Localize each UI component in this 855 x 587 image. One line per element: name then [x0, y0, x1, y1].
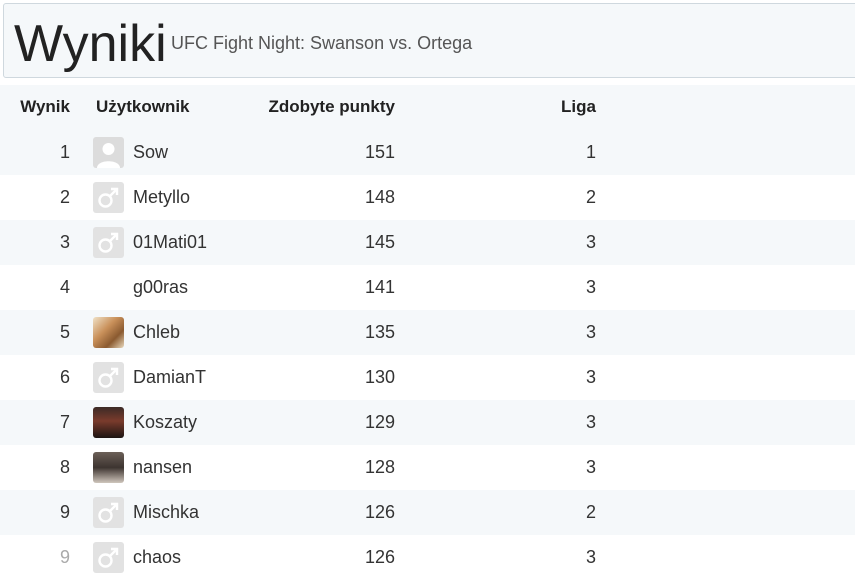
username-link[interactable]: Sow	[133, 142, 169, 162]
username-link[interactable]: Metyllo	[133, 187, 191, 207]
table-row[interactable]: 2 Metyllo 148 2	[0, 175, 855, 220]
table-row[interactable]: 9 Mischka 126 2	[0, 490, 855, 535]
column-header-rank[interactable]: Wynik	[20, 97, 70, 116]
username-link[interactable]: Chleb	[133, 322, 181, 342]
league-cell: 3	[585, 322, 596, 342]
table-row[interactable]: 7 Koszaty 129 3	[0, 400, 855, 445]
male-symbol-icon[interactable]	[93, 227, 124, 258]
avatar[interactable]	[93, 317, 124, 348]
event-subtitle: UFC Fight Night: Swanson vs. Ortega	[171, 33, 473, 53]
league-cell: 2	[585, 502, 596, 522]
rank-cell: 6	[59, 367, 70, 387]
results-table-header: Wynik Użytkownik Zdobyte punkty Liga	[0, 85, 855, 130]
username-link[interactable]: chaos	[133, 547, 182, 567]
rank-cell: 2	[59, 187, 70, 207]
points-cell: 145	[364, 232, 395, 252]
username-link[interactable]: 01Mati01	[133, 232, 208, 252]
column-header-points[interactable]: Zdobyte punkty	[268, 97, 395, 116]
username-link[interactable]: Mischka	[133, 502, 200, 522]
league-cell: 3	[585, 232, 596, 252]
page-header: Wyniki UFC Fight Night: Swanson vs. Orte…	[3, 3, 855, 78]
league-cell: 3	[585, 412, 596, 432]
table-row[interactable]: 3 01Mati01 145 3	[0, 220, 855, 265]
league-cell: 3	[585, 367, 596, 387]
points-cell: 126	[364, 547, 395, 567]
avatar[interactable]	[93, 407, 124, 438]
points-cell: 129	[364, 412, 395, 432]
username-link[interactable]: g00ras	[133, 277, 189, 297]
table-row[interactable]: 9 chaos 126 3	[0, 535, 855, 580]
points-cell: 135	[364, 322, 395, 342]
points-cell: 128	[364, 457, 395, 477]
league-cell: 3	[585, 547, 596, 567]
male-symbol-icon[interactable]	[93, 182, 124, 213]
table-row[interactable]: 8 nansen 128 3	[0, 445, 855, 490]
rank-cell: 3	[59, 232, 70, 252]
username-link[interactable]: nansen	[133, 457, 193, 477]
table-row[interactable]: 1 Sow 151 1	[0, 130, 855, 175]
rank-cell: 5	[59, 322, 70, 342]
default-user-icon[interactable]	[93, 137, 124, 168]
points-cell: 148	[364, 187, 395, 207]
table-row[interactable]: 5 Chleb 135 3	[0, 310, 855, 355]
rank-cell: 9	[59, 502, 70, 522]
points-cell: 126	[364, 502, 395, 522]
rank-cell: 7	[59, 412, 70, 432]
points-cell: 151	[364, 142, 395, 162]
league-cell: 1	[585, 142, 596, 162]
league-cell: 3	[585, 277, 596, 297]
male-symbol-icon[interactable]	[93, 362, 124, 393]
username-link[interactable]: DamianT	[133, 367, 207, 387]
rank-cell: 4	[59, 277, 70, 297]
avatar	[93, 272, 124, 303]
rank-cell: 9	[59, 547, 70, 567]
results-table-body: 1 Sow 151 1 2 Metyllo 148 2 3 01Mati01 145 3 4 g00ras…	[0, 130, 855, 580]
column-header-league[interactable]: Liga	[561, 97, 596, 116]
avatar[interactable]	[93, 452, 124, 483]
points-cell: 141	[364, 277, 395, 297]
table-row[interactable]: 4 g00ras 141 3	[0, 265, 855, 310]
table-row[interactable]: 6 DamianT 130 3	[0, 355, 855, 400]
male-symbol-icon[interactable]	[93, 542, 124, 573]
league-cell: 3	[585, 457, 596, 477]
league-cell: 2	[585, 187, 596, 207]
username-link[interactable]: Koszaty	[133, 412, 198, 432]
rank-cell: 1	[59, 142, 70, 162]
column-header-user[interactable]: Użytkownik	[96, 97, 190, 116]
page-title: Wyniki	[14, 15, 167, 73]
points-cell: 130	[364, 367, 395, 387]
male-symbol-icon[interactable]	[93, 497, 124, 528]
rank-cell: 8	[59, 457, 70, 477]
